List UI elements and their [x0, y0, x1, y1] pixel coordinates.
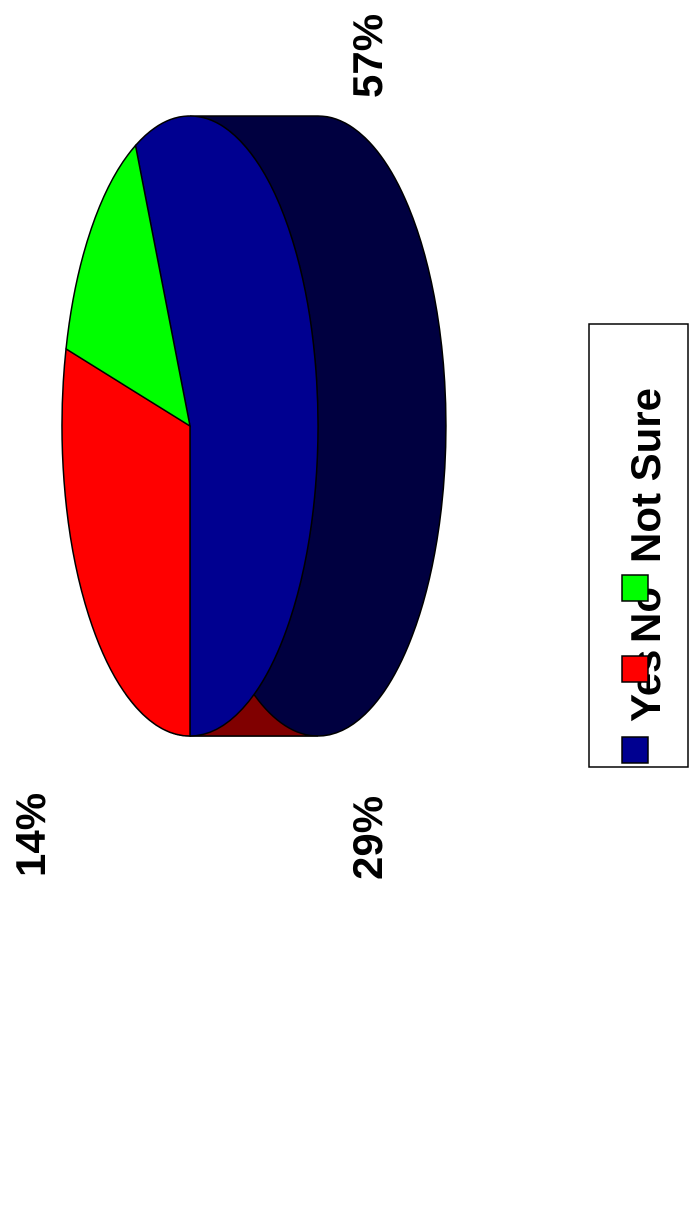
legend-swatch-no	[621, 655, 649, 683]
data-label-not-sure: 14%	[7, 793, 54, 877]
legend-box	[588, 323, 689, 768]
data-label-yes: 57%	[344, 14, 391, 98]
pie-slice-yes	[134, 115, 319, 737]
pie-slice-no	[61, 347, 191, 737]
pie-slice-not-sure	[65, 143, 192, 428]
legend-swatch-not-sure	[621, 574, 649, 602]
data-label-no: 29%	[344, 796, 391, 880]
legend-label-not-sure: Not Sure	[622, 388, 669, 563]
legend-swatch-yes	[621, 736, 649, 764]
pie-plot-area	[61, 115, 447, 737]
legend: Yes No Not Sure	[588, 323, 689, 768]
